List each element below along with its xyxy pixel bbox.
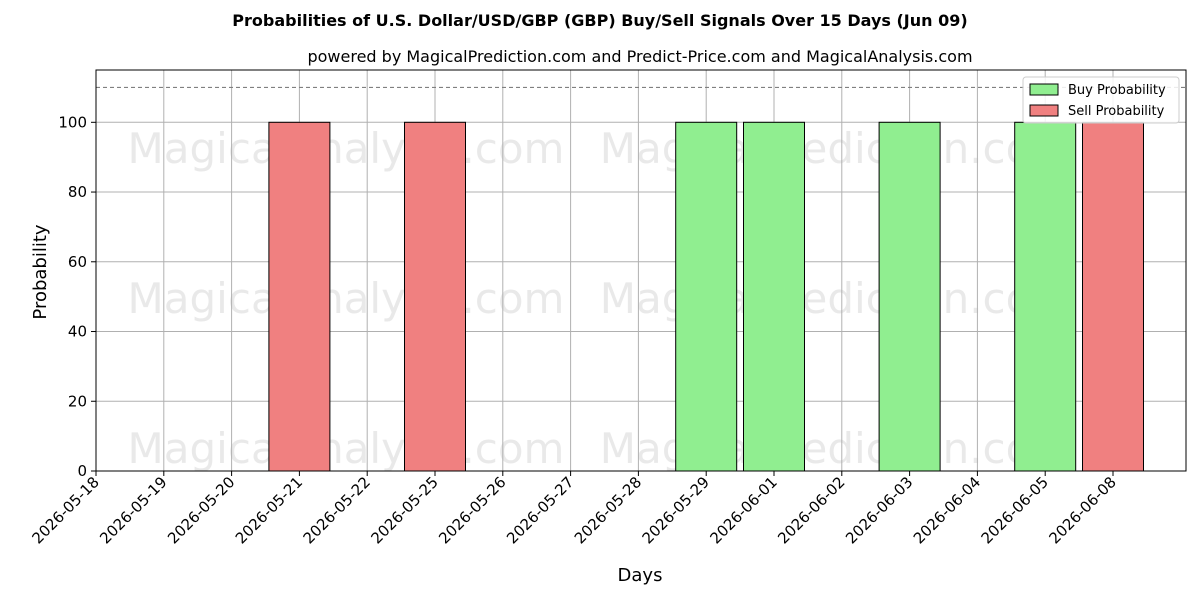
- x-tick-label: 2026-05-21: [232, 473, 306, 547]
- watermark-layer: MagicalAnalysis.com MagicalPrediction.com…: [128, 124, 1073, 473]
- x-tick-label: 2026-05-20: [164, 473, 238, 547]
- y-tick-label: 20: [68, 392, 87, 410]
- legend-box: [1022, 76, 1180, 124]
- x-tick-label: 2026-05-26: [435, 473, 509, 547]
- watermark-text: MagicalAnalysis.com: [128, 124, 565, 173]
- x-tick-label: 2026-05-29: [639, 473, 713, 547]
- x-tick-label: 2026-05-27: [503, 473, 577, 547]
- y-tick-label: 40: [68, 323, 87, 341]
- x-tick-label: 2026-06-02: [774, 473, 848, 547]
- y-tick-label: 100: [58, 113, 87, 131]
- x-tick-label: 2026-05-19: [96, 473, 170, 547]
- watermark-text: MagicalPrediction.com: [600, 124, 1073, 173]
- legend-label-buy: Buy Probability: [1068, 83, 1166, 98]
- x-tick-label: 2026-06-05: [978, 473, 1052, 547]
- x-tick-label: 2026-06-04: [910, 473, 984, 547]
- sell-bar: [1082, 121, 1144, 472]
- watermark-text: MagicalAnalysis.com: [128, 424, 565, 473]
- legend-label-sell: Sell Probability: [1068, 104, 1165, 119]
- y-tick-label: 60: [68, 253, 87, 271]
- tick-layer: 0204060801002026-05-182026-05-192026-05-…: [28, 113, 1119, 547]
- legend-swatch-sell: [1029, 104, 1059, 117]
- plot-frame: [95, 69, 1187, 472]
- y-axis-label: Probability: [30, 224, 51, 319]
- legend-swatch-buy: [1029, 83, 1059, 96]
- chart-title: Probabilities of U.S. Dollar/USD/GBP (GB…: [232, 11, 967, 30]
- x-tick-label: 2026-06-08: [1045, 473, 1119, 547]
- x-tick-label: 2026-05-25: [367, 473, 441, 547]
- buy-bar: [743, 121, 805, 472]
- x-tick-label: 2026-05-28: [571, 473, 645, 547]
- chart-subtitle: powered by MagicalPrediction.com and Pre…: [307, 47, 972, 66]
- buy-bar: [878, 121, 941, 472]
- y-tick-label: 80: [68, 183, 87, 201]
- x-tick-label: 2026-06-01: [706, 473, 780, 547]
- x-tick-label: 2026-05-22: [300, 473, 374, 547]
- x-tick-label: 2026-06-03: [842, 473, 916, 547]
- x-axis-label: Days: [618, 565, 663, 586]
- watermark-text: MagicalPrediction.com: [600, 274, 1073, 323]
- bar-layer: [268, 121, 1144, 472]
- x-tick-label: 2026-05-18: [28, 473, 102, 547]
- watermark-text: MagicalAnalysis.com: [128, 274, 565, 323]
- watermark-text: MagicalPrediction.com: [600, 424, 1073, 473]
- buy-bar: [1014, 121, 1077, 472]
- y-tick-label: 0: [77, 462, 87, 480]
- sell-bar: [268, 121, 331, 472]
- legend: Buy Probability Sell Probability: [1022, 76, 1180, 124]
- sell-bar: [404, 121, 466, 472]
- buy-bar: [675, 121, 738, 472]
